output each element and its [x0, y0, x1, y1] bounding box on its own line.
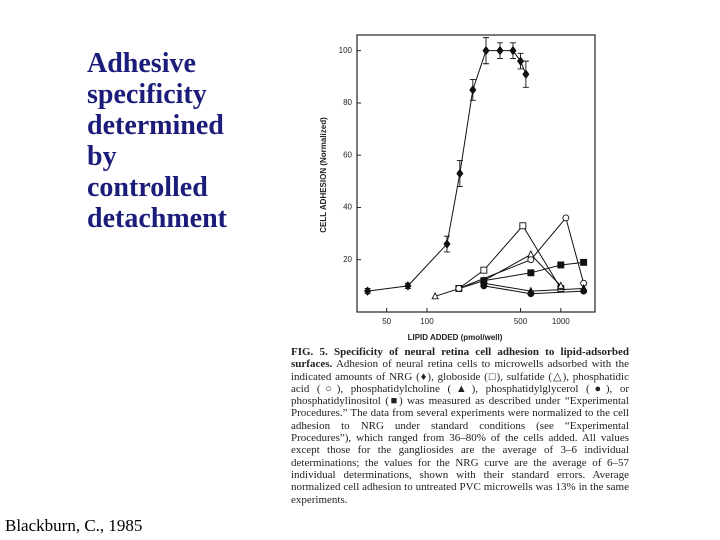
data-point [522, 69, 530, 79]
data-point [404, 281, 412, 291]
y-tick-label: 100 [339, 46, 353, 55]
data-point [509, 45, 517, 56]
data-point [527, 269, 535, 277]
data-point [580, 287, 588, 295]
title-line: by [87, 141, 117, 172]
figure-caption: FIG. 5. Specificity of neural retina cel… [291, 346, 629, 506]
data-point [516, 56, 525, 66]
title-line: controlled [87, 172, 208, 203]
x-tick-label: 50 [382, 317, 391, 326]
y-tick-label: 20 [343, 255, 352, 264]
data-point [480, 266, 488, 274]
data-point [496, 45, 504, 56]
title-line: Adhesive [87, 48, 196, 79]
x-axis-label: LIPID ADDED (pmol/well) [408, 333, 503, 342]
y-tick-label: 40 [343, 203, 352, 212]
data-point [527, 290, 535, 298]
caption-heading: Specificity of neural retina cell adhesi… [291, 346, 630, 371]
data-point [527, 250, 535, 258]
plot-frame [356, 34, 596, 313]
series-line [458, 224, 562, 289]
data-point [364, 286, 372, 296]
data-point [456, 168, 464, 179]
citation: Blackburn, C., 1985 [5, 516, 143, 535]
data-point [580, 258, 588, 266]
data-point [527, 256, 535, 264]
data-point [431, 291, 439, 300]
data-point [519, 222, 527, 230]
data-point [557, 281, 565, 289]
data-point [469, 85, 477, 95]
caption-label: FIG. 5. [291, 346, 328, 358]
y-axis-label: CELL ADHESION (Normalized) [319, 117, 328, 233]
x-tick-label: 500 [514, 317, 528, 326]
series-line [483, 282, 584, 292]
title-line: specificity [87, 79, 207, 110]
title-line: detachment [87, 203, 227, 234]
data-point [557, 261, 565, 269]
y-tick-label: 80 [343, 98, 352, 107]
series-line [483, 261, 584, 282]
data-point [443, 239, 451, 249]
x-tick-label: 1000 [552, 317, 570, 326]
data-point [562, 214, 570, 222]
caption-body: Adhesion of neural retina cells to micro… [291, 358, 629, 506]
data-point [480, 277, 488, 285]
slide-title: Adhesive specificity determined by controlle… [87, 48, 227, 234]
x-tick-label: 100 [420, 317, 434, 326]
data-point [482, 45, 490, 56]
data-point [455, 285, 463, 292]
series-line [458, 216, 585, 289]
y-tick-label: 60 [343, 150, 352, 159]
series-line [367, 50, 527, 292]
title-line: determined [87, 110, 224, 141]
